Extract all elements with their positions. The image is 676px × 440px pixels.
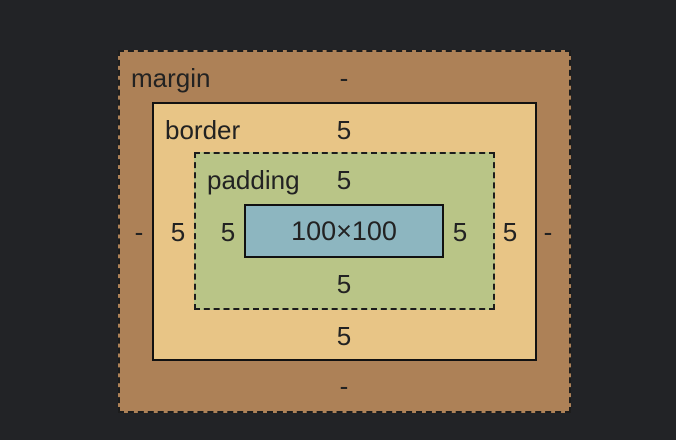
border-label: border [165, 115, 241, 145]
padding-bottom-value[interactable]: 5 [336, 269, 352, 299]
margin-top-value[interactable]: - [339, 63, 349, 93]
padding-top-value[interactable]: 5 [336, 165, 352, 195]
margin-label: margin [131, 63, 211, 93]
border-right-value[interactable]: 5 [502, 217, 518, 247]
padding-left-value[interactable]: 5 [220, 217, 236, 247]
margin-left-value[interactable]: - [134, 217, 144, 247]
border-left-value[interactable]: 5 [170, 217, 186, 247]
content-box: 100×100 [244, 204, 444, 258]
border-bottom-value[interactable]: 5 [336, 321, 352, 351]
margin-bottom-value[interactable]: - [339, 371, 349, 401]
padding-label: padding [207, 165, 300, 195]
margin-right-value[interactable]: - [543, 217, 553, 247]
border-top-value[interactable]: 5 [336, 115, 352, 145]
padding-right-value[interactable]: 5 [452, 217, 468, 247]
content-size-value[interactable]: 100×100 [291, 215, 397, 246]
